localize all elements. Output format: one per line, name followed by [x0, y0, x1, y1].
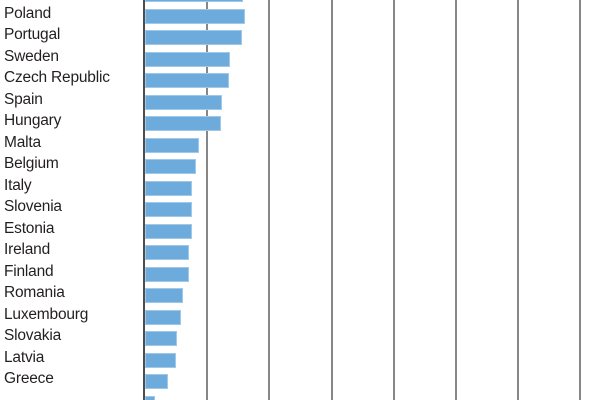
country-label: Slovenia [4, 198, 62, 215]
country-label: Hungary [4, 112, 62, 129]
country-label: Belgium [4, 155, 59, 172]
x-gridline [206, 0, 209, 400]
country-label: Latvia [4, 348, 45, 366]
country-label: Sweden [4, 47, 59, 65]
country-label: Portugal [4, 26, 61, 43]
bar-sweden [145, 51, 230, 67]
x-gridline [455, 0, 457, 400]
country-label: Romania [4, 284, 65, 301]
country-label: Ireland [4, 241, 50, 258]
bar-romania [145, 288, 183, 303]
country-label: Czech Republic [4, 69, 110, 86]
bar-hungary [145, 116, 221, 131]
country-label: Italy [4, 176, 32, 194]
bar-slovakia [145, 331, 177, 346]
bar-luxembourg [145, 309, 181, 325]
bar-latvia [145, 352, 176, 368]
country-label: Slovakia [4, 327, 61, 344]
bar-belgium [145, 159, 196, 174]
bar-malta [145, 137, 199, 153]
x-gridline [517, 0, 520, 400]
bar-greece [145, 374, 168, 389]
x-gridline [268, 0, 271, 400]
bar-poland [145, 8, 245, 24]
bar-spain [145, 94, 222, 110]
country-label: Greece [4, 370, 54, 387]
country-label: Poland [4, 4, 52, 22]
country-label: Luxembourg [4, 305, 89, 323]
bar-finland [145, 266, 189, 282]
bar-italy [145, 180, 192, 196]
bar-partial-top [145, 0, 243, 2]
x-gridline [392, 0, 395, 400]
country-label: Malta [4, 133, 41, 151]
country-label: Spain [4, 90, 43, 108]
bar-czech-republic [145, 73, 229, 88]
bar-estonia [145, 223, 192, 239]
country-label: Finland [4, 262, 54, 280]
bar-slovenia [145, 202, 192, 217]
x-gridline [579, 0, 582, 400]
bar-portugal [145, 30, 242, 45]
bar-partial-bottom [145, 395, 155, 400]
country-label: Estonia [4, 219, 55, 237]
bar-ireland [145, 245, 189, 260]
category-axis-line [142, 0, 145, 400]
x-gridline [330, 0, 333, 400]
